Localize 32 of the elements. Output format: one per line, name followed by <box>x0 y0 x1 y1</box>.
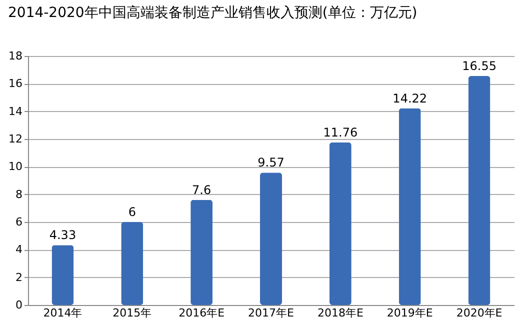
y-tick-label: 12 <box>8 132 22 146</box>
bar <box>398 108 421 305</box>
x-tick-label: 2020年E <box>456 306 502 320</box>
y-tick-label: 18 <box>8 50 22 62</box>
y-tick-label: 6 <box>16 216 22 228</box>
bar <box>121 222 144 305</box>
y-tick-label: 14 <box>8 104 22 118</box>
y-tick-label: 4 <box>16 243 22 256</box>
x-tick-label: 2019年E <box>386 306 433 320</box>
x-tick-label: 2016年E <box>178 306 225 320</box>
y-tick-label: 10 <box>8 160 22 174</box>
y-tick-label: 16 <box>8 77 22 90</box>
x-tick-label: 2018年E <box>317 306 364 320</box>
data-label: 16.55 <box>462 59 496 74</box>
bar <box>260 172 282 305</box>
bar <box>329 142 352 305</box>
y-tick-label: 8 <box>16 188 22 201</box>
y-tick-label: 0 <box>16 298 22 312</box>
x-tick-label: 2017年E <box>248 306 294 320</box>
bar <box>468 76 490 305</box>
bar <box>52 245 74 305</box>
data-label: 7.6 <box>192 182 212 197</box>
x-tick-label: 2015年 <box>112 306 152 320</box>
x-tick-label: 2014年 <box>43 306 82 320</box>
y-tick-label: 2 <box>16 270 22 284</box>
data-label: 14.22 <box>392 91 428 106</box>
data-label: 4.33 <box>49 228 76 242</box>
data-label: 11.76 <box>323 125 358 140</box>
chart-title: 2014-2020年中国高端装备制造产业销售收入预测(单位：万亿元) <box>8 5 418 21</box>
data-label: 9.57 <box>258 156 284 170</box>
data-label: 6 <box>128 205 136 219</box>
bar <box>190 200 213 305</box>
